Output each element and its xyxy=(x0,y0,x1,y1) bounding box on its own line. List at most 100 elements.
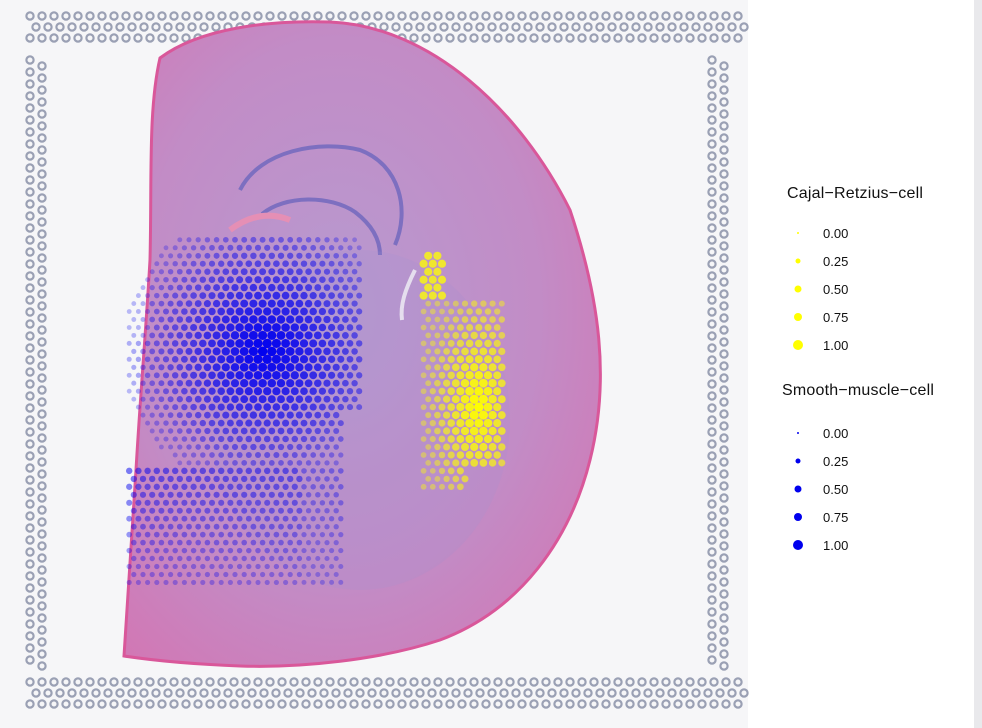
spot xyxy=(163,388,169,395)
spot xyxy=(135,340,142,347)
spot xyxy=(226,419,234,427)
spot xyxy=(488,443,497,451)
fiducial-spot xyxy=(577,677,587,687)
spot xyxy=(296,460,303,466)
fiducial-spot xyxy=(529,677,539,687)
fiducial-spot xyxy=(349,677,359,687)
spot xyxy=(257,346,268,357)
spot xyxy=(429,452,436,458)
spot xyxy=(333,268,340,275)
spot xyxy=(346,340,354,347)
fiducial-spot xyxy=(577,11,587,21)
spot xyxy=(267,315,277,324)
fiducial-spot xyxy=(163,22,173,32)
spot xyxy=(222,491,229,498)
spot xyxy=(342,395,349,403)
fiducial-spot xyxy=(595,688,605,698)
spot xyxy=(286,411,294,419)
spot xyxy=(190,436,197,442)
spot xyxy=(448,483,455,490)
spot xyxy=(425,380,432,387)
fiducial-spot xyxy=(721,699,731,709)
spot xyxy=(480,300,487,307)
spot xyxy=(268,491,275,498)
spot xyxy=(493,387,502,396)
fiducial-spot xyxy=(707,163,717,173)
fiducial-spot xyxy=(719,253,729,263)
spot xyxy=(315,460,321,466)
spot xyxy=(282,260,289,268)
spot xyxy=(231,443,239,451)
spot xyxy=(478,394,488,404)
fiducial-spot xyxy=(145,33,155,43)
fiducial-spot xyxy=(697,699,707,709)
spot xyxy=(236,499,243,506)
spot xyxy=(203,300,211,308)
legend-title: Smooth−muscle−cell xyxy=(782,382,935,399)
spot xyxy=(140,539,146,546)
spot xyxy=(323,331,331,340)
fiducial-spot xyxy=(661,699,671,709)
fiducial-spot xyxy=(481,33,491,43)
spot xyxy=(493,339,501,347)
spot xyxy=(236,531,243,538)
spot xyxy=(479,426,488,436)
spot xyxy=(493,451,501,459)
spot xyxy=(126,579,132,585)
fiducial-spot xyxy=(37,445,47,455)
fiducial-spot xyxy=(707,523,717,533)
spot xyxy=(277,443,285,451)
spot xyxy=(227,515,234,522)
spot xyxy=(126,499,133,506)
spot xyxy=(278,571,284,578)
spot xyxy=(281,371,290,380)
spot xyxy=(149,571,155,578)
spot xyxy=(484,323,492,332)
spot xyxy=(259,460,266,466)
fiducial-spot xyxy=(37,169,47,179)
spot xyxy=(212,315,221,324)
legend-dot xyxy=(793,540,803,550)
fiducial-spot xyxy=(37,517,47,527)
fiducial-spot xyxy=(719,397,729,407)
legend-dot xyxy=(795,458,801,464)
spot xyxy=(222,395,230,403)
spot xyxy=(167,316,174,323)
spot xyxy=(286,299,295,308)
spot xyxy=(204,268,211,275)
spot xyxy=(419,291,428,300)
spot xyxy=(327,323,336,332)
spot xyxy=(126,388,132,394)
spot xyxy=(227,452,234,458)
spot xyxy=(176,268,183,275)
spot xyxy=(319,563,325,570)
spot xyxy=(218,435,225,443)
spot xyxy=(253,307,263,316)
fiducial-spot xyxy=(679,688,689,698)
fiducial-spot xyxy=(505,11,515,21)
spot xyxy=(351,300,358,307)
fiducial-spot xyxy=(619,22,629,32)
fiducial-spot xyxy=(25,175,35,185)
fiducial-spot xyxy=(25,643,35,653)
spot xyxy=(318,371,327,380)
fiducial-spot xyxy=(325,677,335,687)
spot xyxy=(304,347,313,356)
fiducial-spot xyxy=(139,688,149,698)
fiducial-spot xyxy=(719,241,729,251)
spot xyxy=(190,547,197,554)
smooth-muscle-spots xyxy=(125,236,363,585)
spot xyxy=(333,555,339,562)
fiducial-spot xyxy=(565,677,575,687)
fiducial-spot xyxy=(727,688,737,698)
fiducial-spot xyxy=(719,61,729,71)
spot xyxy=(314,268,322,275)
spot xyxy=(244,354,254,364)
spot xyxy=(154,292,160,299)
fiducial-spot xyxy=(707,463,717,473)
spot xyxy=(208,276,216,284)
spot xyxy=(272,307,281,316)
fiducial-spot xyxy=(433,677,443,687)
spot xyxy=(185,300,193,307)
spot xyxy=(300,260,308,267)
